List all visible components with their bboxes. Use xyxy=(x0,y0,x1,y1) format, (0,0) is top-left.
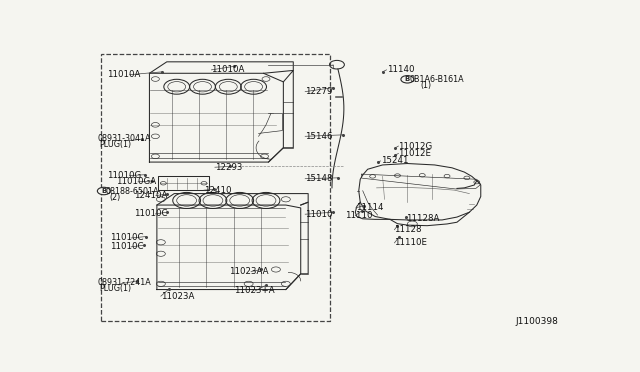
Text: 11010A: 11010A xyxy=(211,65,245,74)
Text: 11010GA: 11010GA xyxy=(116,177,156,186)
Text: 11012E: 11012E xyxy=(399,149,431,158)
Text: 11010C: 11010C xyxy=(134,209,167,218)
Text: 11010C: 11010C xyxy=(110,234,143,243)
Text: (1): (1) xyxy=(420,81,431,90)
Text: 11010G: 11010G xyxy=(108,171,141,180)
Text: 12293: 12293 xyxy=(215,163,243,172)
Text: 15148: 15148 xyxy=(305,174,333,183)
Text: 11114: 11114 xyxy=(356,203,383,212)
Text: (2): (2) xyxy=(110,193,121,202)
Text: J1100398: J1100398 xyxy=(515,317,558,326)
Text: PLUG(1): PLUG(1) xyxy=(99,140,131,149)
Text: 11010C: 11010C xyxy=(110,243,143,251)
Text: B: B xyxy=(404,76,410,82)
Text: 11023A: 11023A xyxy=(161,292,194,301)
Text: 11128A: 11128A xyxy=(406,214,439,223)
Text: 08931-7241A: 08931-7241A xyxy=(97,278,151,287)
Text: 12410: 12410 xyxy=(204,186,232,195)
Text: 11128: 11128 xyxy=(394,225,422,234)
Text: 11010A: 11010A xyxy=(108,70,141,79)
Circle shape xyxy=(97,187,110,195)
Text: 11110: 11110 xyxy=(346,211,373,220)
Text: 15241: 15241 xyxy=(381,157,408,166)
Text: 12410A: 12410A xyxy=(134,191,167,200)
Text: 15146: 15146 xyxy=(305,132,333,141)
Text: 08931-3041A: 08931-3041A xyxy=(97,134,151,143)
Text: 11012G: 11012G xyxy=(399,141,433,151)
Text: B: B xyxy=(101,188,106,194)
Text: 11010: 11010 xyxy=(305,210,333,219)
Circle shape xyxy=(401,76,414,83)
Text: 12279: 12279 xyxy=(305,87,333,96)
Text: 11110E: 11110E xyxy=(394,238,428,247)
Text: 08188-6501A: 08188-6501A xyxy=(106,186,159,196)
Text: 11140: 11140 xyxy=(387,65,414,74)
Text: 0B1A6-B161A: 0B1A6-B161A xyxy=(410,74,464,83)
Text: 11023AA: 11023AA xyxy=(229,267,268,276)
Text: PLUG(1): PLUG(1) xyxy=(99,284,131,293)
Text: 11023+A: 11023+A xyxy=(234,286,275,295)
